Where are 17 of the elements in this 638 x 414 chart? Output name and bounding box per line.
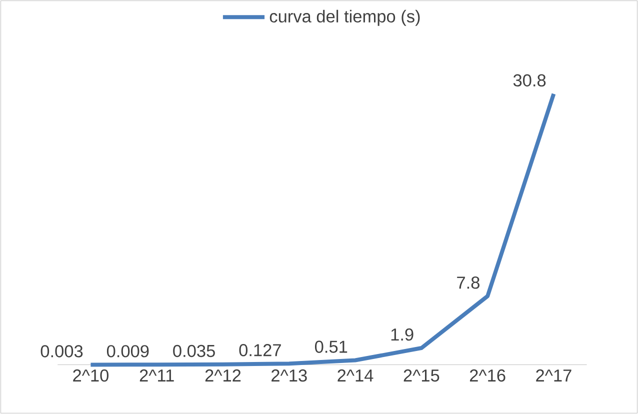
data-label: 30.8 <box>513 74 546 87</box>
x-tick-label: 2^16 <box>470 369 506 382</box>
x-tick-label: 2^17 <box>536 369 572 382</box>
x-tick-label: 2^15 <box>404 369 440 382</box>
data-label: 0.009 <box>106 345 149 358</box>
x-tick-label: 2^13 <box>272 369 307 382</box>
data-label: 0.003 <box>40 345 83 358</box>
data-label: 0.127 <box>239 344 281 356</box>
data-label: 0.035 <box>173 344 215 358</box>
x-tick-label: 2^11 <box>140 369 174 382</box>
x-tick-label: 2^14 <box>338 369 374 382</box>
legend-label: curva del tiempo (s) <box>270 10 420 26</box>
data-label: 1.9 <box>391 328 414 341</box>
x-tick-label: 2^10 <box>73 369 108 382</box>
data-label: 7.8 <box>457 276 480 289</box>
data-label: 0.51 <box>314 340 348 353</box>
x-tick-label: 2^12 <box>205 369 241 382</box>
